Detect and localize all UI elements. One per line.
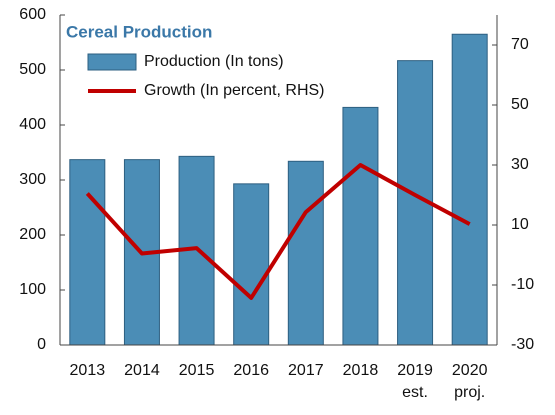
y2-tick-label: 50 bbox=[511, 96, 529, 113]
y2-tick-label: 30 bbox=[511, 156, 529, 173]
x-tick-label: 2020 proj. bbox=[451, 362, 488, 401]
x-tick-label: 2019 est. bbox=[397, 362, 433, 401]
legend-label: Production (In tons) bbox=[144, 53, 284, 70]
legend-label: Growth (In percent, RHS) bbox=[144, 82, 325, 99]
y-tick-label: 600 bbox=[19, 6, 46, 23]
bar bbox=[233, 183, 270, 346]
y-tick-label: 0 bbox=[37, 336, 46, 353]
y2-tick-label: 10 bbox=[511, 216, 529, 233]
y2-tick-label: -30 bbox=[511, 336, 534, 353]
x-tick-label: 2017 bbox=[288, 362, 324, 379]
x-tick-label: 2018 bbox=[342, 362, 379, 379]
legend-swatch bbox=[87, 53, 137, 71]
y2-tick-label: 70 bbox=[511, 36, 529, 53]
y-tick-label: 500 bbox=[19, 61, 46, 78]
chart-title: Cereal Production bbox=[66, 22, 212, 41]
y-tick-label: 300 bbox=[19, 171, 46, 188]
line bbox=[85, 163, 471, 300]
y-tick-label: 400 bbox=[19, 116, 46, 133]
x-tick-label: 2015 bbox=[178, 362, 215, 379]
x-tick-label: 2013 bbox=[69, 362, 106, 379]
x-tick-label: 2014 bbox=[124, 362, 160, 379]
y-tick-label: 200 bbox=[19, 226, 46, 243]
x-tick-label: 2016 bbox=[233, 362, 269, 379]
y-tick-label: 100 bbox=[19, 281, 46, 298]
bar bbox=[342, 106, 379, 346]
bar bbox=[451, 33, 488, 346]
bar bbox=[287, 160, 324, 346]
bar bbox=[69, 159, 106, 346]
y2-tick-label: -10 bbox=[511, 276, 534, 293]
